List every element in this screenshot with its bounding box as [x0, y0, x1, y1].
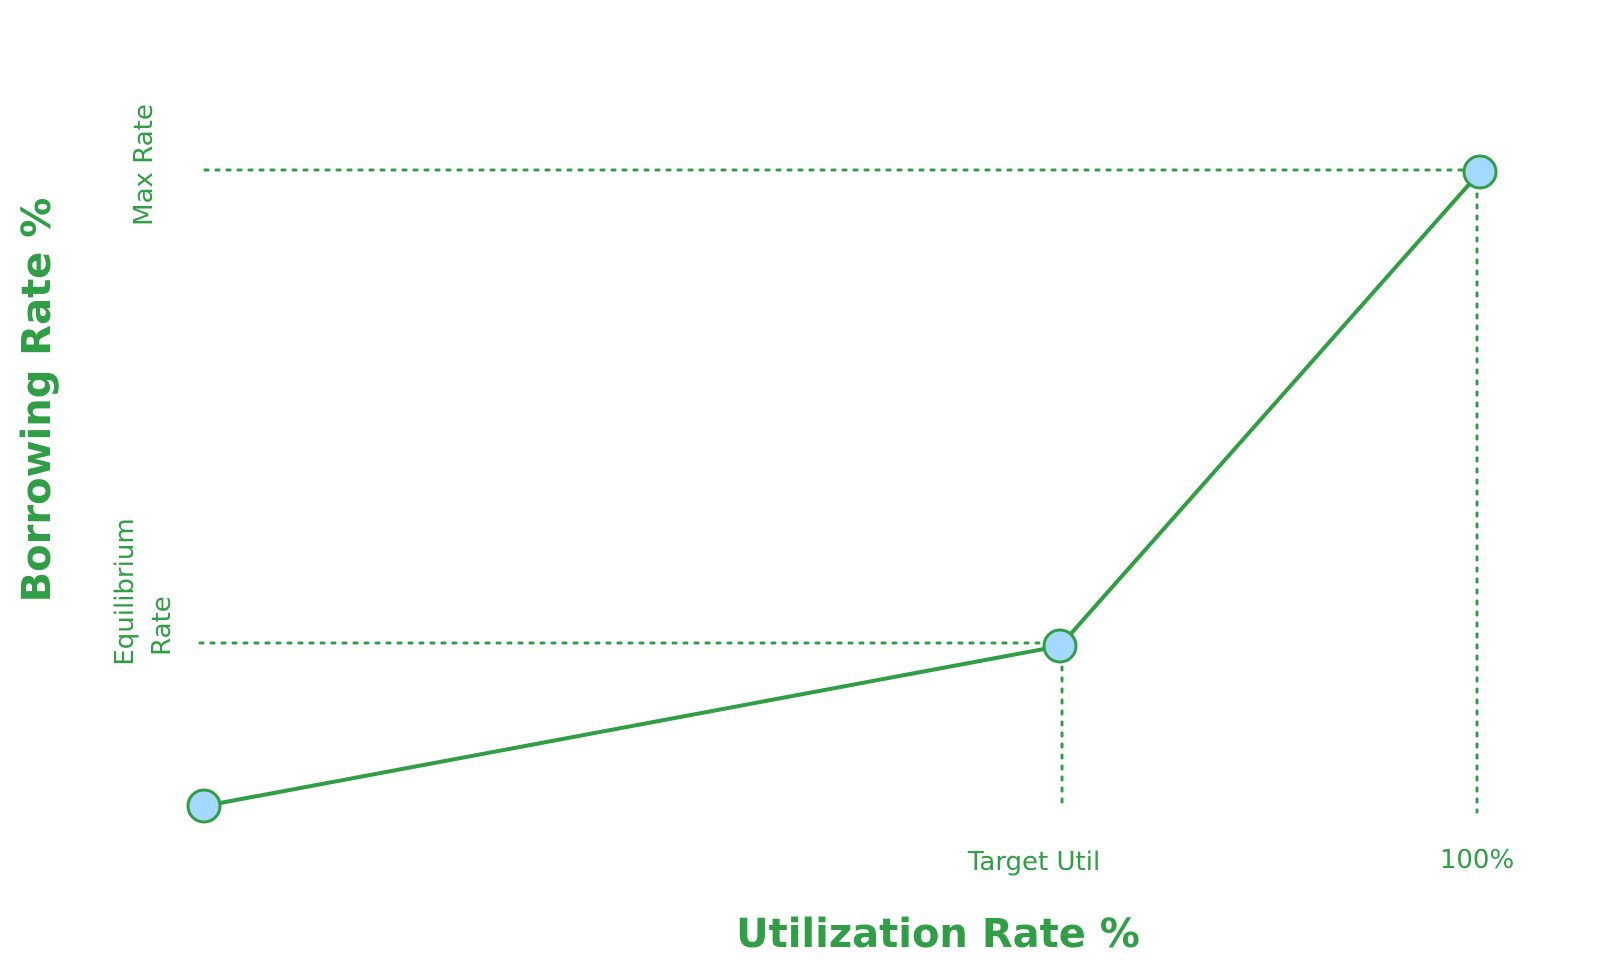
rate-curve — [202, 170, 1482, 808]
equilibrium-rate-label-line2: Rate — [147, 596, 177, 656]
x-axis-title: Utilization Rate % — [736, 911, 1140, 957]
curve-point-max — [1462, 154, 1498, 190]
max-rate-label: Max Rate — [129, 104, 159, 226]
full-util-label: 100% — [1440, 845, 1514, 875]
y-axis-title: Borrowing Rate % — [14, 198, 60, 603]
target-util-label: Target Util — [967, 847, 1100, 877]
curve-point-origin — [186, 788, 222, 824]
curve-point-kink — [1042, 628, 1078, 664]
equilibrium-rate-label: Equilibrium — [110, 518, 140, 665]
